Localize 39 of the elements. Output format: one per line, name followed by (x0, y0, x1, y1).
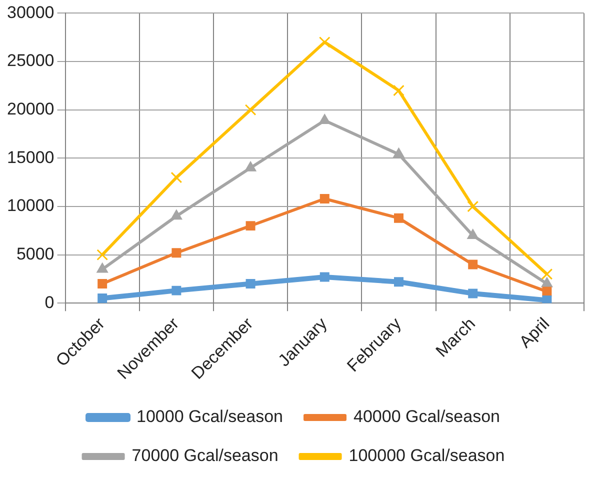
y-tick-label: 20000 (6, 100, 54, 119)
point (244, 104, 256, 116)
point (98, 294, 108, 304)
point (318, 36, 330, 48)
point (170, 172, 182, 184)
point (394, 213, 404, 223)
point (542, 295, 552, 304)
y-tick-label: 0 (44, 292, 54, 312)
legend-label: 70000 Gcal/season (132, 446, 278, 466)
point (98, 279, 108, 289)
point (467, 228, 479, 239)
y-tick-label: 15000 (6, 148, 54, 167)
point (393, 84, 404, 96)
point (172, 248, 182, 258)
point (170, 210, 182, 220)
point (393, 148, 404, 158)
legend-label: 10000 Gcal/season (136, 407, 284, 426)
point (246, 221, 256, 231)
point (541, 277, 553, 288)
point (96, 249, 108, 261)
y-tick-label: 25000 (6, 51, 54, 70)
point (246, 279, 256, 289)
point (467, 200, 479, 212)
y-tick-label: 5000 (16, 244, 54, 264)
legend-label: 100000 Gcal/season (348, 446, 505, 466)
point (96, 262, 108, 273)
point (468, 260, 478, 270)
point (244, 161, 256, 172)
point (320, 272, 330, 282)
y-tick-label: 30000 (6, 2, 54, 22)
legend-label: 40000 Gcal/season (354, 407, 500, 426)
point (394, 277, 404, 287)
point (172, 286, 182, 296)
point (542, 286, 552, 296)
point (468, 288, 478, 298)
point (318, 114, 330, 124)
point (320, 194, 330, 204)
point (541, 268, 553, 280)
y-tick-label: 10000 (6, 196, 54, 216)
